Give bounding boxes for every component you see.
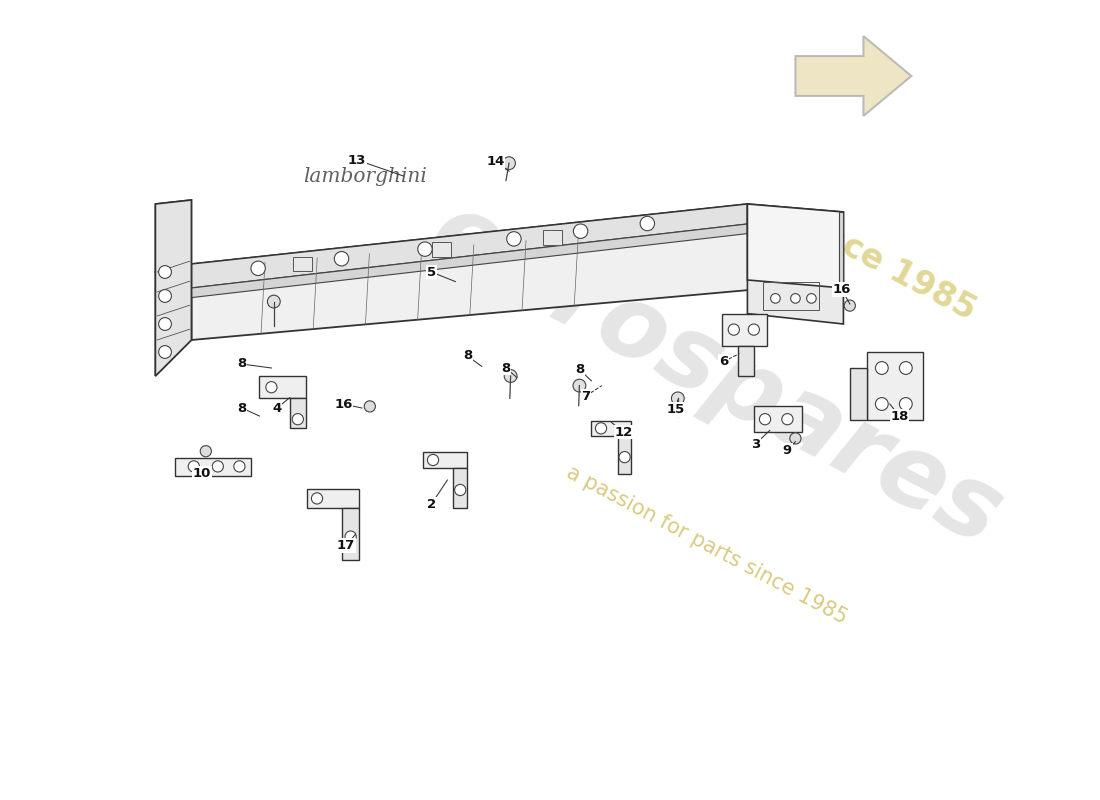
Polygon shape — [754, 406, 802, 432]
Polygon shape — [155, 200, 191, 376]
Bar — [293, 257, 312, 271]
Circle shape — [503, 157, 516, 170]
Polygon shape — [175, 458, 252, 476]
Circle shape — [573, 224, 587, 238]
Polygon shape — [155, 264, 191, 376]
Polygon shape — [747, 204, 844, 288]
Circle shape — [158, 290, 172, 302]
Circle shape — [573, 379, 586, 392]
Text: since 1985: since 1985 — [788, 203, 981, 327]
Circle shape — [200, 446, 211, 457]
Circle shape — [671, 392, 684, 405]
Circle shape — [748, 324, 759, 335]
Polygon shape — [155, 200, 191, 272]
Circle shape — [212, 461, 223, 472]
Circle shape — [900, 362, 912, 374]
Circle shape — [428, 454, 439, 466]
Circle shape — [158, 266, 172, 278]
Text: eurospares: eurospares — [414, 185, 1018, 567]
Circle shape — [504, 370, 517, 382]
Polygon shape — [289, 398, 306, 428]
Circle shape — [267, 295, 280, 308]
Text: 18: 18 — [890, 410, 909, 422]
Polygon shape — [260, 376, 306, 398]
Text: 8: 8 — [238, 358, 246, 370]
Text: 6: 6 — [718, 355, 728, 368]
Polygon shape — [424, 452, 468, 468]
Text: 13: 13 — [348, 154, 366, 166]
Circle shape — [790, 433, 801, 444]
Text: 14: 14 — [486, 155, 505, 168]
Circle shape — [234, 461, 245, 472]
Polygon shape — [850, 368, 868, 420]
Text: 4: 4 — [273, 402, 282, 414]
Polygon shape — [839, 212, 844, 288]
Bar — [432, 242, 451, 257]
Bar — [763, 282, 820, 310]
Circle shape — [311, 493, 322, 504]
Text: lamborghini: lamborghini — [304, 166, 427, 186]
Circle shape — [266, 382, 277, 393]
Circle shape — [728, 324, 739, 335]
Circle shape — [782, 414, 793, 425]
Polygon shape — [738, 346, 754, 376]
Text: 7: 7 — [581, 390, 591, 402]
Circle shape — [876, 362, 888, 374]
Circle shape — [507, 232, 521, 246]
Circle shape — [158, 346, 172, 358]
Circle shape — [454, 485, 465, 496]
Circle shape — [619, 451, 630, 462]
Text: 9: 9 — [783, 444, 792, 457]
Circle shape — [640, 216, 654, 230]
Polygon shape — [868, 352, 923, 420]
Text: a passion for parts since 1985: a passion for parts since 1985 — [563, 462, 851, 628]
Circle shape — [900, 398, 912, 410]
Circle shape — [293, 414, 304, 425]
Polygon shape — [191, 204, 771, 340]
Polygon shape — [592, 421, 631, 436]
Circle shape — [791, 294, 800, 303]
Polygon shape — [618, 436, 631, 474]
Bar — [543, 230, 562, 245]
Polygon shape — [191, 224, 747, 298]
Text: 8: 8 — [502, 362, 510, 374]
Polygon shape — [747, 204, 844, 324]
Text: 10: 10 — [192, 467, 211, 480]
Circle shape — [364, 401, 375, 412]
Polygon shape — [191, 204, 747, 288]
Circle shape — [334, 251, 349, 266]
Circle shape — [251, 261, 265, 275]
Circle shape — [158, 318, 172, 330]
Text: 3: 3 — [751, 438, 760, 450]
Polygon shape — [722, 314, 768, 346]
Text: 16: 16 — [833, 283, 851, 296]
Circle shape — [188, 461, 199, 472]
Text: 16: 16 — [334, 398, 353, 410]
Circle shape — [844, 300, 856, 311]
Circle shape — [345, 531, 356, 542]
Polygon shape — [453, 468, 468, 508]
Text: 15: 15 — [667, 403, 684, 416]
Text: 2: 2 — [427, 498, 436, 510]
Polygon shape — [307, 489, 360, 508]
Circle shape — [418, 242, 432, 256]
Text: 8: 8 — [463, 350, 472, 362]
Circle shape — [876, 398, 888, 410]
Circle shape — [759, 414, 771, 425]
Text: 5: 5 — [427, 266, 436, 278]
Text: 12: 12 — [614, 426, 632, 438]
Text: 8: 8 — [575, 363, 584, 376]
Polygon shape — [342, 508, 360, 560]
Text: 8: 8 — [238, 402, 246, 414]
Circle shape — [771, 294, 780, 303]
Circle shape — [595, 422, 606, 434]
Polygon shape — [795, 36, 912, 116]
Text: 17: 17 — [337, 539, 355, 552]
Circle shape — [806, 294, 816, 303]
